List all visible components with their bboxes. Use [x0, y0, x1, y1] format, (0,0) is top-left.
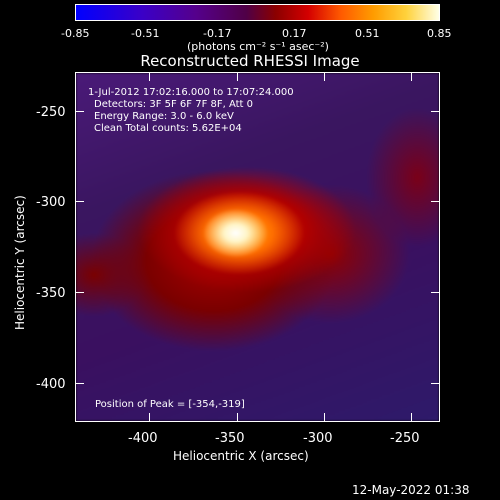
colorbar-tick-label: 0.51 [355, 27, 380, 40]
colorbar-tick-label: 0.17 [282, 27, 307, 40]
energy-range: Energy Range: 3.0 - 6.0 keV [94, 111, 234, 122]
y-axis-tick [76, 111, 84, 112]
y-axis-label: Heliocentric Y (arcsec) [13, 195, 27, 330]
footer-timestamp: 12-May-2022 01:38 [352, 483, 470, 497]
x-axis-tick [324, 413, 325, 421]
y-tick-label: -300 [36, 195, 66, 210]
x-tick-label: -250 [390, 431, 420, 446]
y-axis-tick [76, 201, 84, 202]
peak-position: Position of Peak = [-354,-319] [95, 399, 245, 410]
colorbar [75, 4, 440, 21]
x-tick-label: -400 [128, 431, 158, 446]
flare-image: 1-Jul-2012 17:02:16.000 to 17:07:24.000 … [75, 72, 440, 422]
colorbar-tick-label: -0.17 [203, 27, 232, 40]
y-axis-tick [431, 111, 439, 112]
flare-intensity-map [76, 73, 439, 421]
x-axis-tick [149, 73, 150, 81]
colorbar-tick-label: -0.51 [131, 27, 160, 40]
x-axis-tick [324, 73, 325, 81]
observation-time: 1-Jul-2012 17:02:16.000 to 17:07:24.000 [88, 87, 294, 98]
y-axis-tick [431, 292, 439, 293]
x-tick-label: -300 [303, 431, 333, 446]
x-axis-tick [411, 413, 412, 421]
y-tick-label: -350 [36, 286, 66, 301]
x-axis-tick [149, 413, 150, 421]
x-tick-label: -350 [215, 431, 245, 446]
colorbar-tick-label: 0.85 [427, 27, 452, 40]
clean-counts: Clean Total counts: 5.62E+04 [94, 123, 242, 134]
x-axis-tick [237, 73, 238, 81]
x-axis-label: Heliocentric X (arcsec) [173, 449, 309, 463]
y-tick-label: -250 [36, 105, 66, 120]
y-axis-tick [76, 383, 84, 384]
y-tick-label: -400 [36, 377, 66, 392]
plot-title: Reconstructed RHESSI Image [140, 52, 360, 70]
y-axis-tick [76, 292, 84, 293]
x-axis-tick [237, 413, 238, 421]
x-axis-tick [411, 73, 412, 81]
detectors-info: Detectors: 3F 5F 6F 7F 8F, Att 0 [94, 99, 254, 110]
y-axis-tick [431, 201, 439, 202]
y-axis-tick [431, 383, 439, 384]
colorbar-tick-label: -0.85 [61, 27, 90, 40]
colorbar-units: (photons cm⁻² s⁻¹ asec⁻²) [187, 40, 329, 53]
